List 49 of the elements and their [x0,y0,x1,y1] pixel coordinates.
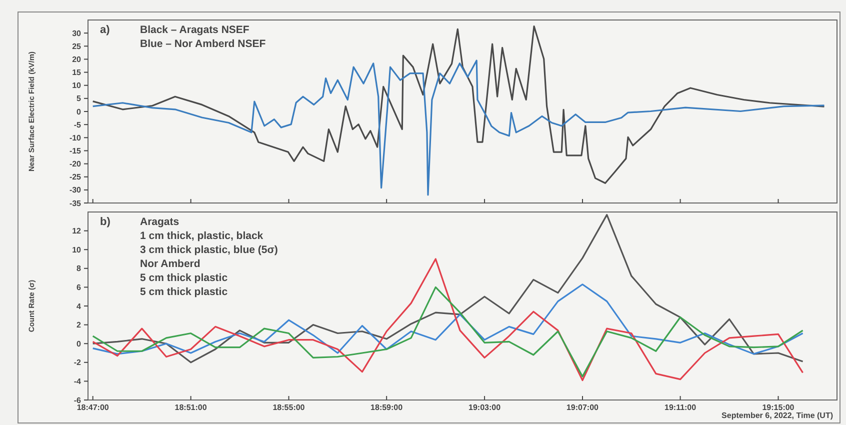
line-series [92,25,826,184]
annotation: 5 cm thick plastic [140,272,228,284]
line-series [92,60,826,196]
annotation: Aragats [140,216,180,228]
annotation: 3 cm thick plastic, blue (5σ) [140,244,278,256]
y-tick-label: 12 [72,226,82,236]
y-tick-label: 0 [76,339,82,348]
x-tick-label: 19:15:00 [762,403,795,412]
x-axis-title: September 6, 2022, Time (UT) [722,411,834,420]
y-tick-label: 25 [72,42,82,51]
y-tick-label: 20 [72,55,82,64]
y-tick-label: 2 [76,320,82,330]
x-tick-label: 18:51:00 [174,403,208,412]
x-tick-label: 19:03:00 [468,403,502,412]
line-series [92,214,804,364]
y-tick-label: -4 [74,377,82,386]
x-tick-label: 18:47:00 [76,403,110,412]
y-tick-label: 15 [72,68,82,78]
y-tick-label: -20 [69,160,82,169]
annotation: Blue – Nor Amberd NSEF [140,38,266,50]
y-tick-label: -15 [69,146,82,156]
x-tick-label: 18:55:00 [272,403,306,412]
y-tick-label: -2 [74,358,82,368]
chart-title: a) [100,24,110,36]
x-tick-label: 18:59:00 [370,403,404,412]
y-tick-label: -10 [69,133,82,142]
annotation: 1 cm thick, plastic, black [140,230,264,242]
x-tick-label: 19:11:00 [664,403,697,412]
y-tick-label: -35 [69,198,82,208]
y-tick-label: 8 [76,264,82,274]
y-tick-label: -30 [69,186,82,195]
x-tick-label: 19:07:00 [566,403,600,412]
y-tick-label: 10 [72,245,82,254]
annotation: Nor Amberd [140,258,200,270]
line-series [92,286,804,378]
y-tick-label: 30 [72,28,82,38]
annotation: 5 cm thick plastic [140,286,228,298]
y-tick-label: -25 [69,172,82,182]
y-tick-label: 5 [76,94,82,104]
y-tick-label: 0 [76,107,82,116]
y-tick-label: -6 [74,396,82,405]
line-series [92,258,804,382]
line-series [92,284,804,355]
y-tick-label: -5 [74,120,82,130]
chart-title: b) [100,216,111,228]
annotation: Black – Aragats NSEF [140,24,250,36]
y-tick-label: 10 [72,81,82,90]
y-tick-label: 6 [76,283,82,292]
y-tick-label: 4 [76,302,82,311]
